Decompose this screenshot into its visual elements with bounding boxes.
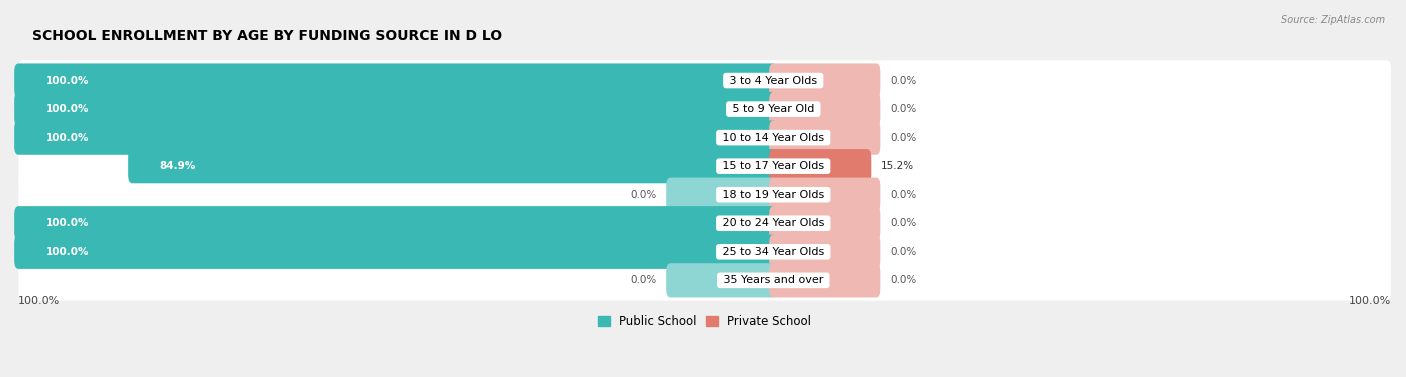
Text: 0.0%: 0.0% bbox=[630, 190, 657, 200]
FancyBboxPatch shape bbox=[769, 149, 872, 183]
Text: 15 to 17 Year Olds: 15 to 17 Year Olds bbox=[718, 161, 828, 171]
Text: 0.0%: 0.0% bbox=[890, 218, 917, 228]
Text: 100.0%: 100.0% bbox=[46, 218, 89, 228]
Text: 100.0%: 100.0% bbox=[1348, 296, 1391, 306]
Text: 100.0%: 100.0% bbox=[46, 104, 89, 114]
Text: 0.0%: 0.0% bbox=[630, 275, 657, 285]
Text: Source: ZipAtlas.com: Source: ZipAtlas.com bbox=[1281, 15, 1385, 25]
FancyBboxPatch shape bbox=[18, 146, 1391, 187]
Text: 0.0%: 0.0% bbox=[890, 133, 917, 143]
FancyBboxPatch shape bbox=[14, 92, 778, 126]
Text: 84.9%: 84.9% bbox=[160, 161, 195, 171]
FancyBboxPatch shape bbox=[14, 121, 778, 155]
Legend: Public School, Private School: Public School, Private School bbox=[593, 310, 815, 333]
Text: 100.0%: 100.0% bbox=[18, 296, 60, 306]
FancyBboxPatch shape bbox=[666, 263, 778, 297]
FancyBboxPatch shape bbox=[128, 149, 778, 183]
FancyBboxPatch shape bbox=[18, 260, 1391, 300]
FancyBboxPatch shape bbox=[14, 234, 778, 269]
Text: 20 to 24 Year Olds: 20 to 24 Year Olds bbox=[718, 218, 828, 228]
Text: 0.0%: 0.0% bbox=[890, 75, 917, 86]
FancyBboxPatch shape bbox=[18, 175, 1391, 215]
FancyBboxPatch shape bbox=[18, 89, 1391, 129]
FancyBboxPatch shape bbox=[769, 263, 880, 297]
Text: 25 to 34 Year Olds: 25 to 34 Year Olds bbox=[718, 247, 828, 257]
Text: 100.0%: 100.0% bbox=[46, 247, 89, 257]
Text: 5 to 9 Year Old: 5 to 9 Year Old bbox=[728, 104, 818, 114]
Text: SCHOOL ENROLLMENT BY AGE BY FUNDING SOURCE IN D LO: SCHOOL ENROLLMENT BY AGE BY FUNDING SOUR… bbox=[32, 29, 502, 43]
FancyBboxPatch shape bbox=[14, 206, 778, 241]
Text: 100.0%: 100.0% bbox=[46, 75, 89, 86]
Text: 3 to 4 Year Olds: 3 to 4 Year Olds bbox=[725, 75, 821, 86]
FancyBboxPatch shape bbox=[18, 117, 1391, 158]
Text: 100.0%: 100.0% bbox=[46, 133, 89, 143]
Text: 0.0%: 0.0% bbox=[890, 275, 917, 285]
FancyBboxPatch shape bbox=[769, 63, 880, 98]
FancyBboxPatch shape bbox=[769, 234, 880, 269]
FancyBboxPatch shape bbox=[14, 63, 778, 98]
FancyBboxPatch shape bbox=[18, 60, 1391, 101]
FancyBboxPatch shape bbox=[769, 92, 880, 126]
FancyBboxPatch shape bbox=[18, 203, 1391, 244]
Text: 0.0%: 0.0% bbox=[890, 104, 917, 114]
Text: 18 to 19 Year Olds: 18 to 19 Year Olds bbox=[718, 190, 828, 200]
Text: 0.0%: 0.0% bbox=[890, 247, 917, 257]
FancyBboxPatch shape bbox=[769, 121, 880, 155]
Text: 0.0%: 0.0% bbox=[890, 190, 917, 200]
Text: 15.2%: 15.2% bbox=[882, 161, 914, 171]
FancyBboxPatch shape bbox=[18, 231, 1391, 272]
Text: 10 to 14 Year Olds: 10 to 14 Year Olds bbox=[718, 133, 828, 143]
FancyBboxPatch shape bbox=[666, 178, 778, 212]
FancyBboxPatch shape bbox=[769, 206, 880, 241]
FancyBboxPatch shape bbox=[769, 178, 880, 212]
Text: 35 Years and over: 35 Years and over bbox=[720, 275, 827, 285]
